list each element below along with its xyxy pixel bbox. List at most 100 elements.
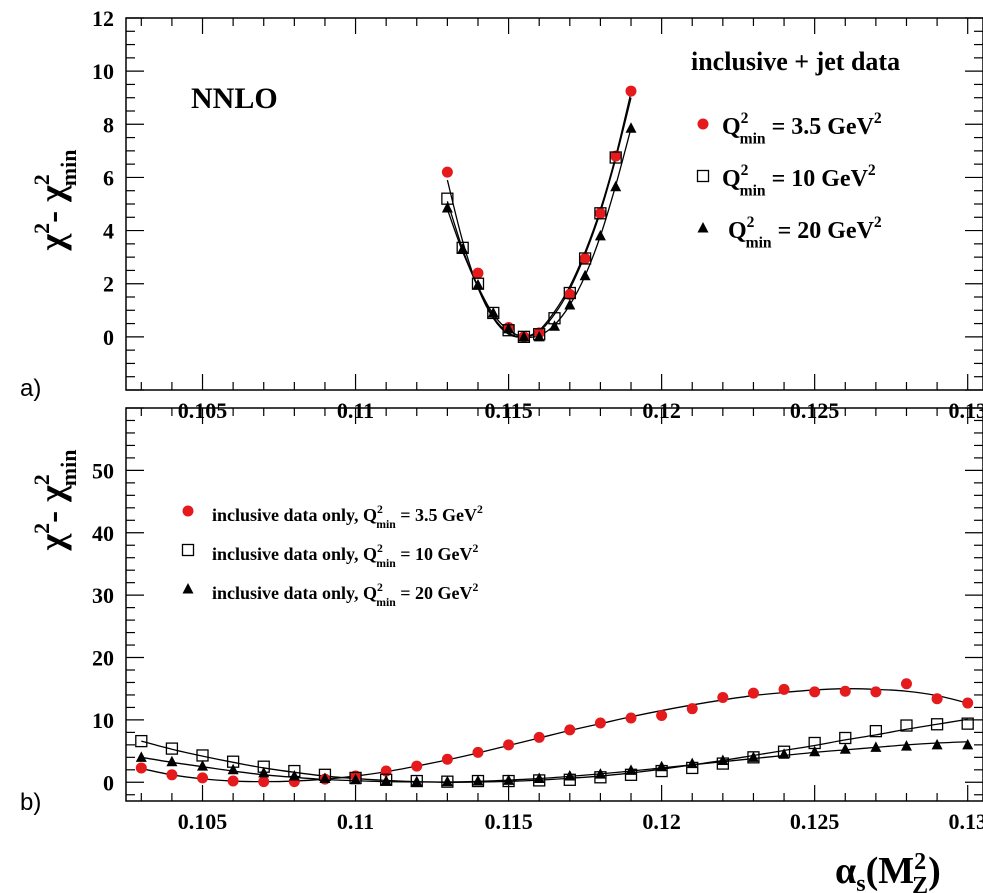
panel-a-point-triangle [533,330,545,342]
panel-a-point-triangle [441,201,453,213]
panel-a-legend-entry-2-sub: min [746,235,772,252]
panel-b-ticks [126,407,983,801]
panel-b-point-triangle [227,763,239,775]
panel-a-point-triangle [457,243,469,254]
panel-b-ylabel-chi: χ [32,533,72,551]
panel-b-point-circle [503,739,515,751]
panel-b-xlabel-alpha: α [835,850,856,892]
panel-b-legend-entry-1-sup: 2 [377,542,383,555]
panel-a-point-square [563,286,576,300]
panel-b-point-triangle [717,754,729,765]
panel-b-point-triangle [411,775,423,787]
panel-a-annotation: NNLO [191,82,278,115]
panel-b-point-triangle [380,775,392,786]
panel-a-point-square [609,151,622,164]
panel-b-ytick-label: 0 [103,770,114,795]
panel-a-point-circle [594,207,606,219]
panel-a-legend-entry-2-text: Q2 min = 20 GeV2 [728,214,882,251]
panel-b-ylabel-dash: - χ [32,485,72,523]
panel-a-legend-entry-1-sup: 2 [741,162,749,179]
panel-b-point-circle [656,710,668,722]
panel-b-xtick-label: 0.12 [642,809,681,834]
panel-a-point-triangle [472,279,484,290]
panel-b-point-triangle [900,740,912,751]
panel-b-point-circle [564,724,576,736]
panel-a-point-circle [579,252,591,264]
panel-b-legend-entry-2-post: = 20 GeV [396,583,473,603]
panel-a-point-triangle [625,122,637,133]
panel-b-point-triangle [503,774,515,785]
panel-b-point-circle [962,697,974,709]
panel-a-legend-entry-1-sup2: 2 [868,162,876,179]
panel-a-ytick-labels: 0 2 4 6 8 10 12 [92,6,114,350]
panel-a-point-triangle [579,269,591,281]
panel-b-ytick-label: 10 [92,708,114,733]
panel-b-point-square [900,719,913,732]
panel-a-legend-entry-0-text: Q2 min = 3.5 GeV2 [722,110,882,147]
panel-b-point-triangle [319,772,331,784]
panel-a-ticks [126,17,983,391]
panel-a-ylabel-sup1: 2 [29,223,54,234]
panel-b-legend: inclusive data only, Q2 min = 3.5 GeV2inc… [181,503,483,609]
panel-b-point-triangle [870,741,882,752]
panel-b-legend-entry-0-sub: min [376,518,396,531]
panel-b-point-triangle [809,745,821,757]
panel-b-point-circle [931,693,943,705]
panel-b-ytick-labels: 0 10 20 30 40 50 [92,458,114,795]
panel-a-point-triangle [518,330,530,342]
panel-a-legend-marker-triangle [697,222,709,233]
panel-b-legend-entry-1-sup2: 2 [472,542,478,555]
panel-b-point-triangle [441,775,453,787]
panel-a-legend-entry-2-sup: 2 [747,214,755,231]
panel-b-ytick-label: 40 [92,521,114,546]
panel-b-label: b) [20,789,41,816]
panel-a-legend-entry-1-pre: Q [722,166,741,192]
panel-b-point-square [839,731,852,745]
panel-b-ytick-label: 50 [92,458,114,483]
panel-b-point-triangle [472,775,484,786]
panel-b-legend-entry-0-text: inclusive data only, Q2 min = 3.5 GeV2 [212,503,483,531]
panel-b-xlabel-sub2: Z [912,873,928,893]
panel-a-legend-entry-2-pre: Q [728,218,747,244]
panel-b-point-triangle [258,766,270,778]
panel-b-point-triangle [533,772,545,784]
panel-a-ylabel-sub: min [56,150,81,187]
panel-b-legend-marker-square [181,543,195,557]
panel-b-point-circle [441,753,453,765]
panel-b-point-circle [227,775,239,787]
panel-a-point-triangle [487,306,499,318]
panel-b-ytick-label: 20 [92,646,114,671]
panel-b-legend-entry-1-post: = 10 GeV [396,544,473,564]
panel-b-frame [125,407,983,802]
panel-a-xtick-label: 0.13 [948,398,983,423]
panel-b-point-circle [533,731,545,743]
panel-b-point-triangle [747,751,759,762]
panel-b-point-triangle [166,755,178,767]
panel-b-point-triangle [594,768,606,779]
panel-b-xtick-label: 0.105 [178,809,228,834]
panel-a-legend-entry-1-post: = 10 GeV [766,166,869,192]
panel-a-ytick-label: 8 [103,112,114,137]
panel-b-legend-entry-0-pre: inclusive data only, Q [212,505,377,525]
panel-b-xlabel-sub: s [856,871,865,893]
panel-a-xtick-labels: 0.105 0.11 0.115 0.12 0.125 0.13 [178,398,983,423]
panel-a-label: a) [20,375,41,402]
panel-b-fit-curve-2 [141,741,968,783]
panel-a-point-triangle [503,322,515,334]
panel-b-xlabel-sup: 2 [914,849,926,875]
panel-b-point-circle [472,746,484,758]
panel-b-point-circle [686,703,698,715]
panel-b-curves [141,688,968,783]
panel-a-ytick-label: 0 [103,325,114,350]
panel-b-xtick-label: 0.13 [948,809,983,834]
panel-b-point-square [869,724,883,738]
panel-b-point-circle [717,691,729,703]
panel-b-legend-entry-1-sub: min [376,557,396,570]
panel-a-legend-marker-circle [697,118,709,130]
panel-a-ylabel-dash: - χ [32,185,72,223]
panel-a-ylabel-chi: χ [32,233,72,251]
panel-b-point-square [410,774,423,788]
panel-b-legend-entry-0-sup2: 2 [477,503,483,516]
panel-a-point-circle [610,150,622,162]
